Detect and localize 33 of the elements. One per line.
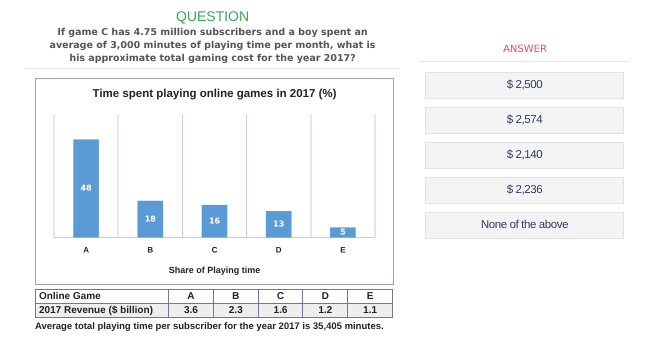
- data-label: 5: [340, 228, 346, 237]
- x-tick-label: A: [83, 246, 90, 255]
- text: $ 2,236: [425, 177, 624, 204]
- text: 2017 Revenue ($ billion): [36, 304, 168, 318]
- data-label: 1.1: [348, 304, 392, 318]
- category-label: D: [302, 290, 348, 304]
- category-label: C: [258, 290, 303, 304]
- text: $ 2,574: [425, 107, 624, 134]
- category-label: E: [348, 290, 392, 304]
- data-label: 1.6: [258, 304, 303, 318]
- text: QUESTION: [174, 8, 250, 24]
- category-label: B: [213, 290, 258, 304]
- text: $ 2,500: [425, 72, 624, 99]
- chart-title: Time spent playing online games in 2017 (%): [92, 88, 337, 100]
- data-label: 2.3: [213, 304, 258, 318]
- text: None of the above: [425, 212, 624, 239]
- text: $ 2,140: [425, 142, 624, 169]
- x-tick-label: B: [147, 246, 154, 255]
- x-tick-label: C: [212, 246, 218, 255]
- data-label: 3.6: [168, 304, 214, 318]
- x-tick-label: E: [340, 246, 346, 255]
- data-label: 16: [208, 216, 220, 226]
- data-label: 1.2: [302, 304, 348, 318]
- x-axis-title: Share of Playing time: [168, 265, 260, 276]
- text: ANSWER: [420, 44, 630, 62]
- text: Average total playing time per subscriber for the year 2017 is 35,405 minutes.: [35, 321, 385, 332]
- x-tick-label: D: [276, 246, 282, 255]
- data-label: 18: [144, 214, 156, 224]
- text: If game C has 4.75 million subscribers and a boy spent an average of 3,000 minutes of playing time per month, what is his approximate total gaming cost for the year 2017?: [48, 26, 376, 65]
- data-label: 48: [80, 184, 92, 193]
- category-label: A: [168, 290, 214, 304]
- text: Online Game: [36, 290, 168, 304]
- data-label: 13: [273, 219, 284, 228]
